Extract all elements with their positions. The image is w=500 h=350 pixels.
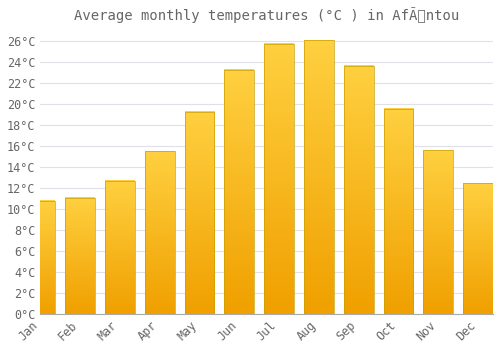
Bar: [424, 150, 454, 314]
Bar: [304, 41, 334, 314]
Bar: [105, 181, 135, 314]
Bar: [264, 44, 294, 314]
Bar: [344, 65, 374, 314]
Bar: [304, 41, 334, 314]
Bar: [384, 108, 414, 314]
Bar: [224, 70, 254, 314]
Bar: [384, 108, 414, 314]
Bar: [65, 198, 95, 314]
Bar: [264, 44, 294, 314]
Bar: [344, 65, 374, 314]
Title: Average monthly temperatures (°C ) in AfÃntou: Average monthly temperatures (°C ) in Af…: [74, 7, 460, 23]
Bar: [184, 112, 214, 314]
Bar: [26, 201, 55, 314]
Bar: [463, 183, 493, 314]
Bar: [463, 183, 493, 314]
Bar: [65, 198, 95, 314]
Bar: [424, 150, 454, 314]
Bar: [26, 201, 55, 314]
Bar: [105, 181, 135, 314]
Bar: [224, 70, 254, 314]
Bar: [145, 152, 174, 314]
Bar: [145, 152, 174, 314]
Bar: [184, 112, 214, 314]
